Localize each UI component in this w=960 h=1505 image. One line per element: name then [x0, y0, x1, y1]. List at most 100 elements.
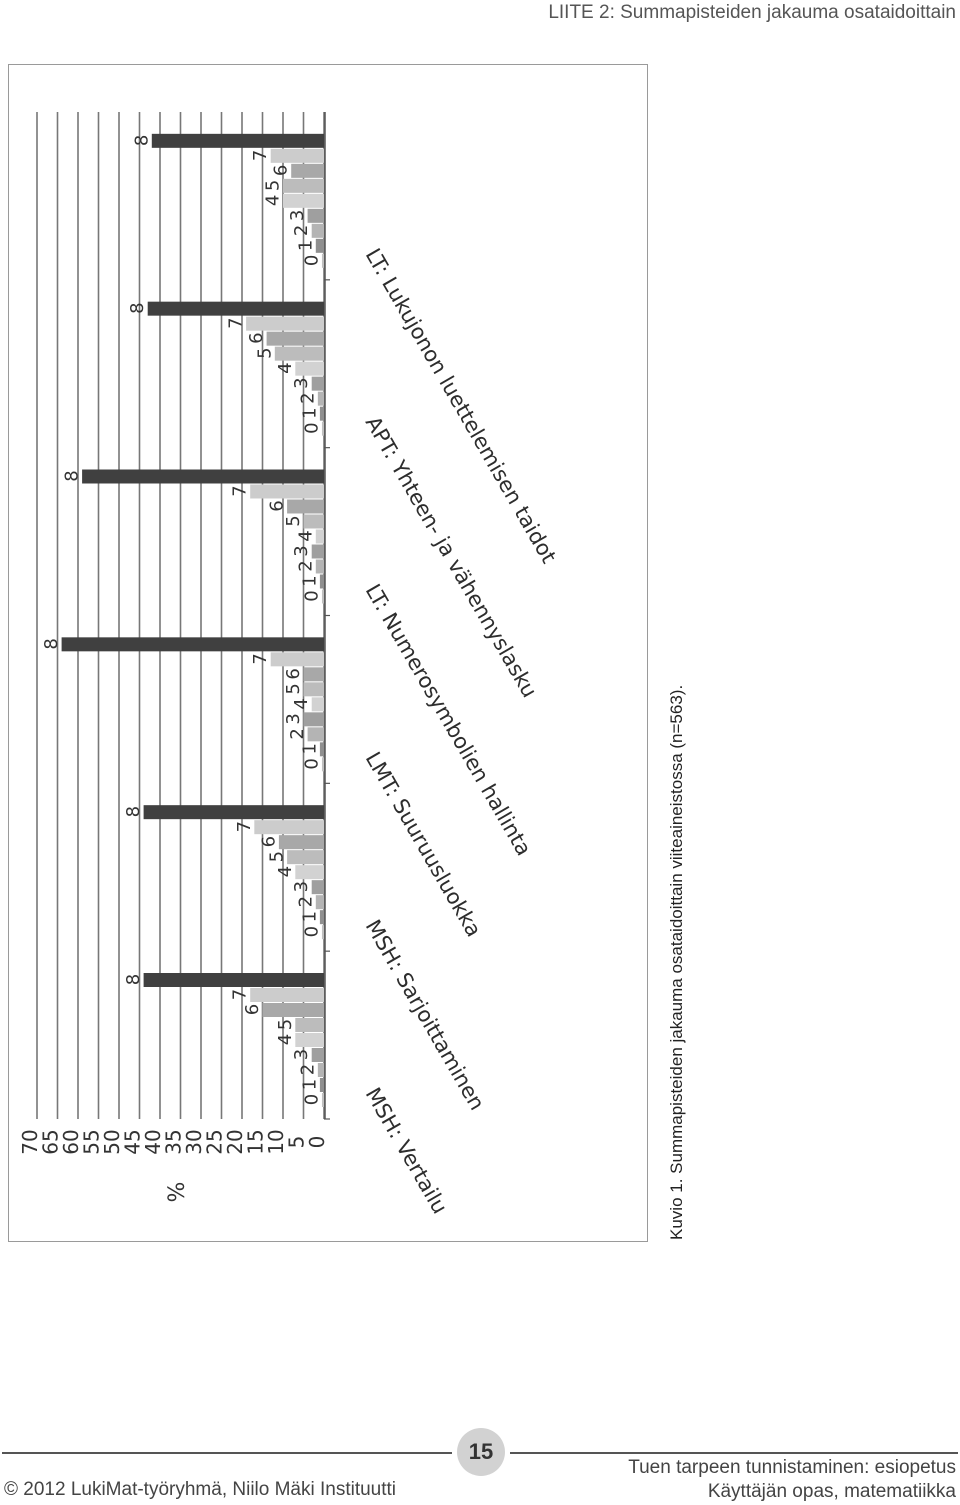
bar	[250, 988, 324, 1002]
category-label: MSH: Vertailu	[361, 1084, 452, 1218]
y-tick-label: 10	[264, 1129, 288, 1154]
y-tick-label: 30	[182, 1129, 206, 1154]
bar	[287, 850, 324, 865]
bar-value-label: 7	[226, 317, 247, 328]
y-tick-label: 15	[244, 1129, 268, 1154]
bar-value-label: 4	[295, 530, 316, 541]
bar	[295, 1018, 324, 1032]
bar	[311, 223, 324, 238]
bar-value-label: 1	[299, 575, 320, 586]
bar-value-label: 1	[299, 743, 320, 754]
y-tick-label: 60	[59, 1129, 83, 1154]
bar	[246, 316, 324, 331]
bar-value-label: 7	[230, 989, 251, 1000]
bar	[315, 559, 324, 574]
y-tick-label: 45	[121, 1129, 145, 1154]
bar	[315, 529, 324, 544]
y-tick-label: 0	[305, 1136, 329, 1149]
bar-value-label: 0	[301, 590, 322, 601]
bar	[291, 163, 324, 178]
bar	[311, 697, 324, 712]
bar	[262, 1003, 324, 1017]
bar	[283, 193, 324, 208]
bar-value-label: 1	[295, 240, 316, 251]
figure-caption: Kuvio 1. Summapisteiden jakauma osataido…	[667, 684, 686, 1240]
bar	[319, 406, 324, 421]
bar-value-label: 2	[295, 896, 316, 907]
bar	[311, 376, 324, 391]
bar-value-label: 0	[301, 422, 322, 433]
bar	[254, 820, 324, 835]
bar-value-label: 0	[301, 926, 322, 937]
category-label: LMT: Suuruusluokka	[361, 748, 486, 941]
bar	[311, 1048, 324, 1062]
bar	[151, 133, 324, 148]
category-label: APT: Yhteen- ja vähennyslasku	[361, 412, 542, 702]
bar	[303, 514, 324, 529]
bar-value-label: 0	[301, 255, 322, 266]
bar-value-label: 7	[250, 150, 271, 161]
bar-value-label: 8	[131, 135, 152, 146]
bar	[321, 925, 324, 940]
bar	[319, 1078, 324, 1092]
bar-value-label: 7	[250, 653, 271, 664]
bar	[319, 742, 324, 757]
bar-value-label: 3	[291, 881, 312, 892]
bar	[311, 880, 324, 895]
bar	[315, 895, 324, 910]
bar	[61, 637, 324, 652]
bar-value-label: 3	[291, 545, 312, 556]
bar-value-label: 5	[267, 851, 288, 862]
bar	[283, 178, 324, 193]
chart-frame	[8, 64, 648, 1242]
bar-value-label: 3	[291, 377, 312, 388]
bar-value-label: 1	[299, 407, 320, 418]
bar	[317, 391, 324, 406]
bar	[295, 865, 324, 880]
bar-value-label: 2	[295, 560, 316, 571]
y-axis-title: %	[165, 1182, 190, 1203]
bar-value-label: 1	[299, 1079, 320, 1090]
bar	[287, 499, 324, 514]
bar-value-label: 8	[41, 638, 62, 649]
page-header: LIITE 2: Summapisteiden jakauma osataido…	[548, 2, 956, 23]
bar-value-label: 7	[230, 485, 251, 496]
bar	[270, 148, 324, 163]
bar	[143, 973, 324, 987]
footer-divider-left	[2, 1452, 452, 1454]
bar	[321, 589, 324, 604]
footer-publication-title: Tuen tarpeen tunnistaminen: esiopetus	[628, 1457, 956, 1478]
bar-value-label: 5	[283, 683, 304, 694]
bar-value-label: 6	[242, 1004, 263, 1015]
bar-value-label: 7	[234, 821, 255, 832]
bar	[321, 757, 324, 772]
bar-value-label: 4	[275, 1034, 296, 1045]
bar	[147, 301, 324, 316]
bar	[303, 667, 324, 682]
bar	[303, 712, 324, 727]
bar-value-label: 0	[301, 758, 322, 769]
y-tick-label: 20	[223, 1129, 247, 1154]
y-tick-label: 55	[80, 1129, 104, 1154]
bar-value-label: 3	[287, 210, 308, 221]
category-label: LT: Lukujonon luettelemisen taidot	[361, 244, 561, 567]
footer-publication-subtitle: Käyttäjän opas, matematiikka	[707, 1481, 956, 1502]
bar	[307, 727, 324, 742]
bar	[319, 910, 324, 925]
bar	[317, 1063, 324, 1077]
bar	[295, 1033, 324, 1047]
bar-value-label: 2	[291, 225, 312, 236]
bar-value-label: 3	[283, 713, 304, 724]
y-tick-label: 70	[18, 1129, 42, 1154]
bar	[311, 544, 324, 559]
bar	[321, 421, 324, 436]
bar-value-label: 4	[263, 195, 284, 206]
bar	[315, 238, 324, 253]
bar	[270, 652, 324, 667]
bar	[321, 1093, 324, 1107]
footer-copyright: © 2012 LukiMat-työryhmä, Niilo Mäki Inst…	[4, 1479, 397, 1500]
bar-chart: 0510152025303540455055606570%012345678MS…	[18, 112, 561, 1218]
bar-value-label: 6	[267, 500, 288, 511]
footer-divider-right	[510, 1452, 958, 1454]
bar	[250, 484, 324, 499]
